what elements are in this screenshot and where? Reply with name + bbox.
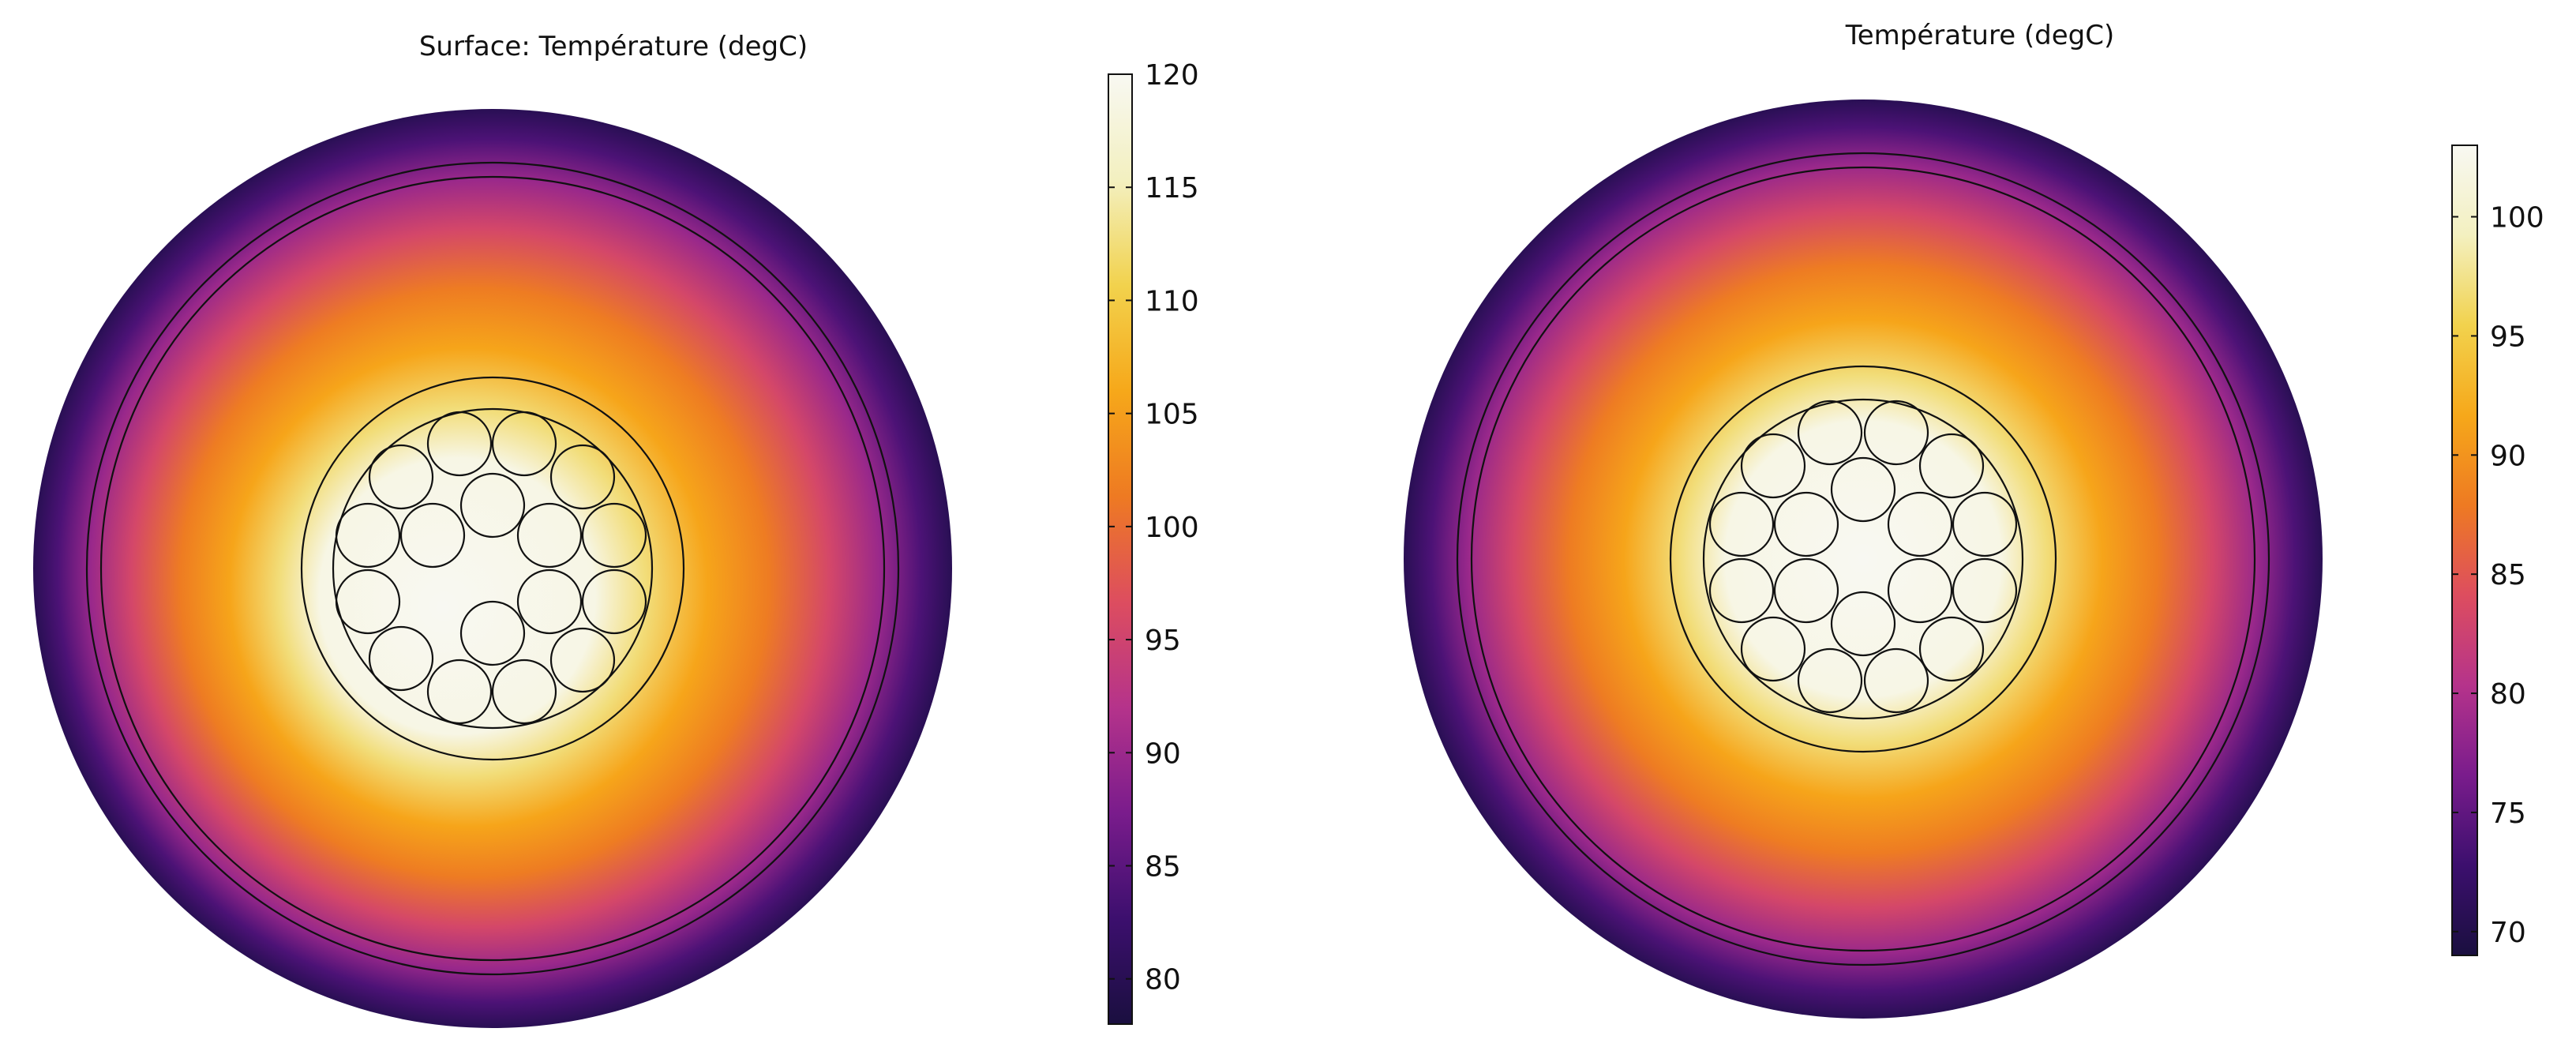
conductor-strand — [426, 411, 493, 477]
conductor-strand — [459, 472, 526, 539]
conductor-strand — [1952, 491, 2018, 557]
colorbar-tick-label: 80 — [2490, 678, 2526, 711]
colorbar-tick-label: 115 — [1145, 172, 1199, 205]
conductor-strand — [399, 502, 466, 569]
conductor-strand — [368, 625, 434, 692]
conductor-strand — [549, 627, 616, 693]
conductor-strand — [1887, 557, 1953, 624]
colorbar-tick-label: 105 — [1145, 399, 1199, 431]
plot-left-title: Surface: Température (degC) — [419, 31, 808, 62]
conductor-strand — [1773, 491, 1839, 557]
conductor-strand — [1797, 647, 1863, 714]
conductor-strand — [335, 502, 401, 569]
conductor-strand — [516, 502, 583, 569]
conductor-strand — [1708, 491, 1775, 557]
layer-boundary-ring — [85, 161, 900, 976]
conductor-strand — [1830, 591, 1896, 657]
plot-right-colorbar-ticks: 100 95 90 85 80 75 70 — [2452, 202, 2544, 949]
colorbar-tick-label: 120 — [1145, 59, 1199, 92]
plot-left-conductor-strands — [335, 411, 647, 725]
conductor-strand — [581, 502, 647, 569]
plot-right-title: Température (degC) — [1845, 20, 2115, 51]
conductor-strand — [335, 569, 401, 635]
colorbar-tick-label: 100 — [2490, 202, 2544, 235]
conductor-strand — [1740, 433, 1806, 499]
colorbar-tick-label: 95 — [2490, 321, 2526, 353]
plot-left-colorbar-frame — [1108, 73, 1133, 1025]
conductor-strand — [1863, 647, 1929, 714]
plot-right-colorbar: 100 95 90 85 80 75 70 — [2451, 144, 2544, 956]
plot-left-layer-boundaries — [85, 161, 900, 976]
layer-boundary-ring — [300, 376, 685, 761]
conductor-strand — [581, 569, 647, 635]
layer-boundary-ring — [1702, 398, 2024, 720]
plot-left-cable-jacket — [33, 109, 952, 1028]
colorbar-tick-label: 85 — [2490, 559, 2526, 591]
colorbar-tick-label: 90 — [2490, 440, 2526, 472]
plot-left-colorbar: 120 115 110 105 100 95 90 85 80 — [1108, 59, 1199, 1025]
colorbar-tick-label: 75 — [2490, 797, 2526, 830]
conductor-strand — [1708, 557, 1775, 624]
layer-boundary-ring — [1456, 152, 2270, 966]
plot-right-colorbar-frame — [2451, 144, 2478, 956]
layer-boundary-ring — [1470, 166, 2256, 952]
conductor-strand — [549, 444, 616, 510]
colorbar-tick-label: 95 — [1145, 625, 1181, 657]
colorbar-tick-label: 110 — [1145, 285, 1199, 317]
conductor-strand — [1863, 400, 1929, 466]
conductor-strand — [1740, 616, 1806, 682]
colorbar-tick-label: 90 — [1145, 737, 1181, 770]
conductor-strand — [491, 411, 557, 477]
conductor-strand — [1918, 616, 1985, 682]
layer-boundary-ring — [332, 407, 654, 730]
colorbar-tick-label: 100 — [1145, 512, 1199, 544]
plot-right-cable-jacket — [1404, 99, 2323, 1019]
plot-right-conductor-strands — [1708, 400, 2018, 714]
plot-left: Surface: Température (degC) — [33, 31, 952, 1028]
plot-right-layer-boundaries — [1456, 152, 2270, 966]
conductor-strand — [1797, 400, 1863, 466]
conductor-strand — [491, 659, 557, 725]
conductor-strand — [516, 569, 583, 635]
conductor-strand — [1918, 433, 1985, 499]
conductor-strand — [426, 659, 493, 725]
conductor-strand — [1830, 456, 1896, 523]
plot-right-colorbar-gradient — [2452, 145, 2477, 955]
layer-boundary-ring — [1669, 365, 2057, 753]
colorbar-tick-label: 85 — [1145, 851, 1181, 884]
plot-left-colorbar-gradient — [1108, 74, 1132, 1024]
conductor-strand — [1952, 557, 2018, 624]
conductor-strand — [1887, 491, 1953, 557]
plot-right: Température (degC) — [1404, 20, 2323, 1019]
colorbar-tick-label: 70 — [2490, 917, 2526, 949]
conductor-strand — [459, 600, 526, 666]
plot-left-colorbar-ticks: 120 115 110 105 100 95 90 85 80 — [1108, 59, 1199, 996]
conductor-strand — [1773, 557, 1839, 624]
layer-boundary-ring — [99, 175, 886, 962]
conductor-strand — [368, 444, 434, 510]
colorbar-tick-label: 80 — [1145, 964, 1181, 996]
